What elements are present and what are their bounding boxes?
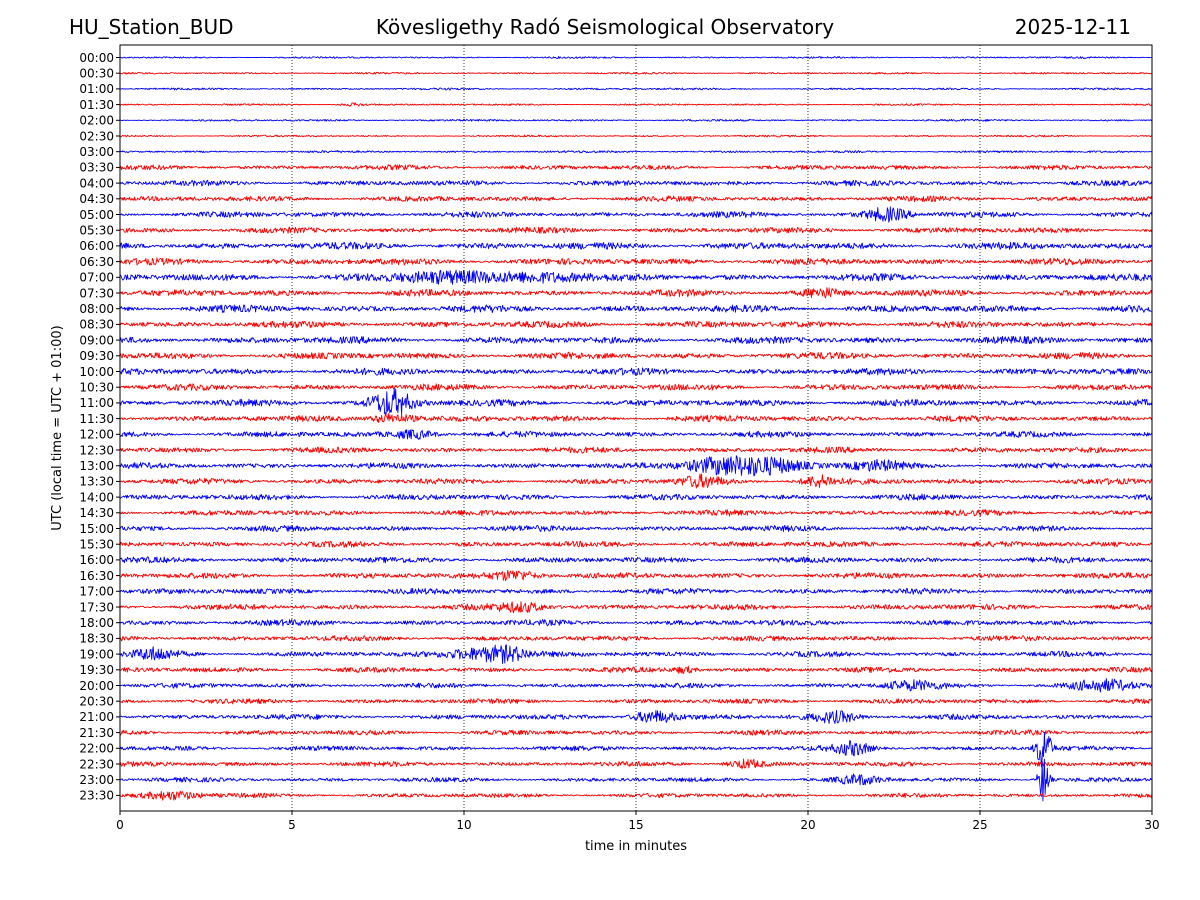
y-tick-label: 16:30 xyxy=(79,569,114,583)
y-tick-label: 00:30 xyxy=(79,67,114,81)
trace-0530 xyxy=(119,226,1153,234)
x-tick-label: 20 xyxy=(800,818,815,832)
y-tick-label: 00:00 xyxy=(79,51,114,65)
y-tick-label: 08:00 xyxy=(79,302,114,316)
x-tick-label: 10 xyxy=(456,818,471,832)
chart-title: Kövesligethy Radó Seismological Observat… xyxy=(375,15,835,39)
trace-1400 xyxy=(119,493,1153,501)
y-tick-label: 03:30 xyxy=(79,161,114,175)
y-tick-label: 17:30 xyxy=(79,600,114,614)
x-axis-label: time in minutes xyxy=(585,839,687,854)
y-tick-label: 21:30 xyxy=(79,726,114,740)
trace-0100 xyxy=(120,87,1153,91)
y-tick-label: 21:00 xyxy=(79,710,114,724)
y-tick-label: 14:30 xyxy=(79,506,114,520)
trace-1030 xyxy=(119,383,1153,392)
x-tick-label: 0 xyxy=(116,818,124,832)
y-tick-label: 02:00 xyxy=(79,114,114,128)
y-tick-label: 19:30 xyxy=(79,663,114,677)
y-tick-label: 23:30 xyxy=(79,789,114,803)
y-tick-label: 09:30 xyxy=(79,349,114,363)
trace-1600 xyxy=(119,556,1153,564)
x-tick-label: 30 xyxy=(1144,818,1159,832)
trace-1100 xyxy=(119,388,1153,415)
y-tick-label: 19:00 xyxy=(79,647,114,661)
y-tick-label: 17:00 xyxy=(79,585,114,599)
y-tick-label: 12:30 xyxy=(79,443,114,457)
y-tick-label: 11:00 xyxy=(79,396,114,410)
y-tick-label: 06:30 xyxy=(79,255,114,269)
x-tick-label: 15 xyxy=(628,818,643,832)
y-tick-label: 14:00 xyxy=(79,490,114,504)
y-tick-label: 13:00 xyxy=(79,459,114,473)
y-tick-label: 10:00 xyxy=(79,365,114,379)
y-tick-label: 22:00 xyxy=(79,742,114,756)
y-tick-label: 01:30 xyxy=(79,98,114,112)
y-tick-label: 20:30 xyxy=(79,695,114,709)
trace-2100 xyxy=(119,709,1153,724)
trace-2200 xyxy=(119,732,1153,768)
trace-0930 xyxy=(119,351,1153,360)
trace-1000 xyxy=(119,367,1153,376)
y-tick-label: 01:00 xyxy=(79,82,114,96)
y-tick-label: 02:30 xyxy=(79,129,114,143)
y-tick-label: 08:30 xyxy=(79,318,114,332)
y-tick-label: 06:00 xyxy=(79,239,114,253)
trace-2230 xyxy=(119,758,1153,770)
trace-1200 xyxy=(119,429,1153,440)
y-tick-label: 16:00 xyxy=(79,553,114,567)
y-tick-label: 04:00 xyxy=(79,176,114,190)
y-tick-label: 07:30 xyxy=(79,286,114,300)
x-tick-label: 5 xyxy=(288,818,296,832)
y-tick-label: 05:30 xyxy=(79,224,114,238)
y-tick-label: 09:00 xyxy=(79,333,114,347)
trace-1900 xyxy=(119,644,1153,665)
y-tick-label: 04:30 xyxy=(79,192,114,206)
y-tick-label: 03:00 xyxy=(79,145,114,159)
plot-frame xyxy=(119,44,1153,812)
y-tick-label: 18:30 xyxy=(79,632,114,646)
date-label: 2025-12-11 xyxy=(1014,15,1131,39)
y-tick-label: 22:30 xyxy=(79,757,114,771)
y-tick-label: 11:30 xyxy=(79,412,114,426)
y-tick-label: 13:30 xyxy=(79,475,114,489)
y-axis-label: UTC (local time = UTC + 01:00) xyxy=(50,325,65,530)
y-tick-label: 12:00 xyxy=(79,428,114,442)
trace-0300 xyxy=(119,150,1153,154)
y-tick-label: 10:30 xyxy=(79,381,114,395)
y-tick-label: 05:00 xyxy=(79,208,114,222)
y-tick-label: 23:00 xyxy=(79,773,114,787)
trace-1300 xyxy=(120,455,1153,477)
y-tick-label: 15:30 xyxy=(79,538,114,552)
y-tick-label: 07:00 xyxy=(79,271,114,285)
y-tick-label: 20:00 xyxy=(79,679,114,693)
trace-0730 xyxy=(119,287,1153,299)
y-tick-label: 18:00 xyxy=(79,616,114,630)
station-label: HU_Station_BUD xyxy=(69,15,234,39)
y-tick-label: 15:00 xyxy=(79,522,114,536)
x-tick-label: 25 xyxy=(972,818,987,832)
